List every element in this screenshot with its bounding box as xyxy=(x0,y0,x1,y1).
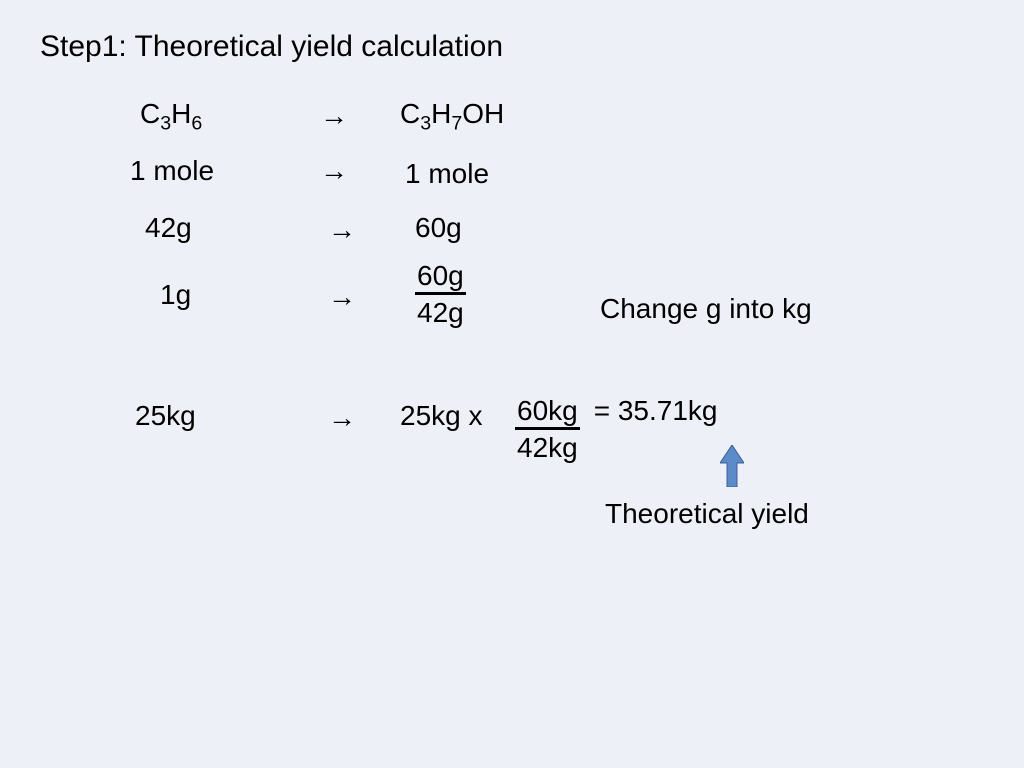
label-theoretical-yield: Theoretical yield xyxy=(605,498,809,530)
text: H xyxy=(171,98,191,129)
subscript: 3 xyxy=(160,113,171,135)
unit-left: 1g xyxy=(160,279,191,311)
arrow-icon: → xyxy=(328,214,356,246)
mass-right: 60g xyxy=(415,212,462,244)
text: OH xyxy=(462,98,504,129)
moles-left: 1 mole xyxy=(130,155,214,187)
arrow-icon: → xyxy=(328,402,356,434)
text: C xyxy=(140,98,160,129)
fraction-numerator: 60g xyxy=(415,262,466,295)
fraction-denominator: 42kg xyxy=(515,430,580,464)
input-mass: 25kg xyxy=(135,400,196,432)
calc-prefix: 25kg x xyxy=(400,400,483,432)
calc-fraction: 60kg= 35.71kg 42kg xyxy=(515,395,718,464)
formula-right: C3H7OH xyxy=(400,98,504,136)
slide-title: Step1: Theoretical yield calculation xyxy=(40,30,503,64)
arrow-icon: → xyxy=(320,155,348,187)
text: H xyxy=(431,98,451,129)
up-arrow-icon xyxy=(720,445,744,487)
subscript: 3 xyxy=(420,113,431,135)
text: C xyxy=(400,98,420,129)
arrow-icon: → xyxy=(320,100,348,132)
fraction-numerator: 60kg xyxy=(515,397,580,430)
arrow-icon: → xyxy=(328,281,356,313)
fraction: 60g 42g xyxy=(415,260,466,329)
note-change-units: Change g into kg xyxy=(600,293,812,325)
formula-left: C3H6 xyxy=(140,98,202,136)
mass-left: 42g xyxy=(145,212,192,244)
moles-right: 1 mole xyxy=(405,158,489,190)
subscript: 6 xyxy=(191,113,202,135)
equals: = xyxy=(580,395,618,426)
slide: Step1: Theoretical yield calculation C3H… xyxy=(0,0,1024,768)
answer: 35.71kg xyxy=(618,395,718,426)
subscript: 7 xyxy=(451,113,462,135)
fraction-denominator: 42g xyxy=(415,295,466,329)
